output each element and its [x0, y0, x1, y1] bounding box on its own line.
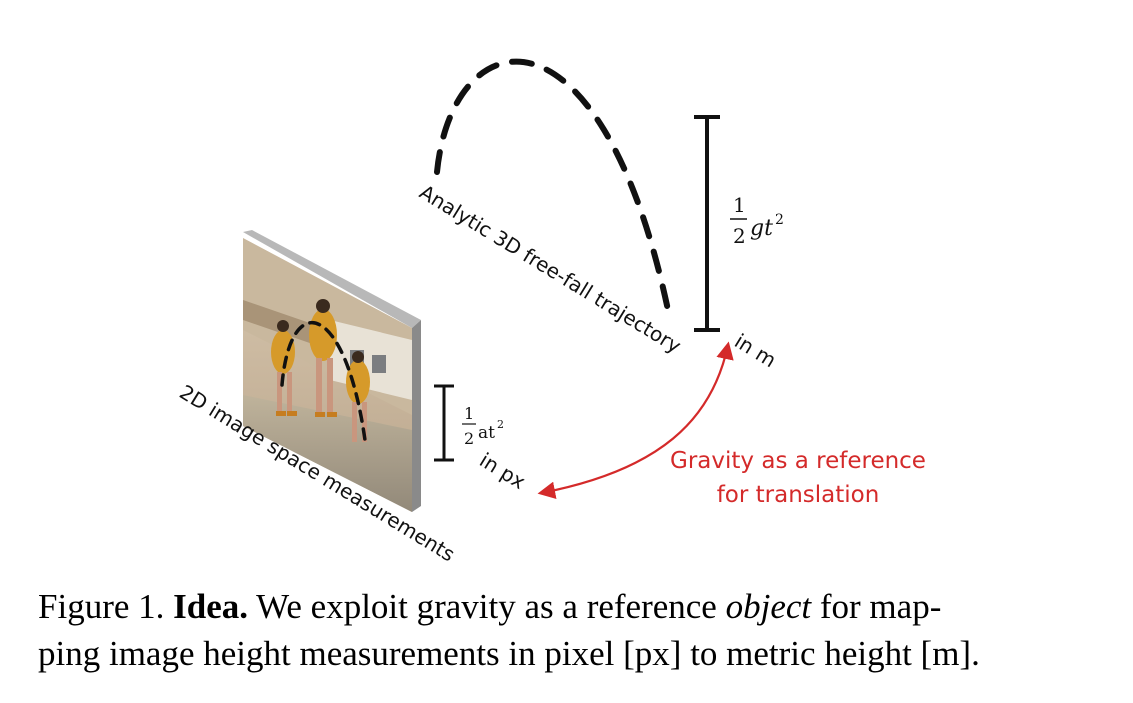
- photo-panel: [243, 230, 421, 512]
- trajectory-2d-curve: [280, 321, 367, 442]
- pixel-formula-exponent: 2: [497, 418, 504, 431]
- figure-caption: Figure 1. Idea. We exploit gravity as a …: [38, 583, 1098, 677]
- metric-height-bar: [694, 115, 720, 332]
- caption-text-2: for map-: [819, 587, 942, 626]
- pixel-height-bar: [434, 384, 454, 462]
- metric-formula: 1 2 gt 2: [730, 193, 784, 248]
- caption-italic-word: object: [725, 587, 812, 626]
- gravity-reference-arrow: [537, 341, 734, 499]
- pixel-formula-numerator: 1: [464, 404, 474, 423]
- gravity-annotation-line-1: Gravity as a reference: [670, 448, 926, 474]
- trajectory-label: Analytic 3D free-fall trajectory: [415, 180, 685, 358]
- figure-diagram: 1 2 gt 2 Analytic 3D free-fall trajector…: [175, 58, 926, 566]
- caption-text-1: We exploit gravity as a reference: [256, 587, 717, 626]
- pixel-unit-label: in px: [475, 448, 530, 494]
- metric-unit-label: in m: [730, 329, 780, 372]
- metric-formula-exponent: 2: [775, 212, 784, 228]
- metric-formula-expression: gt: [750, 216, 773, 241]
- trajectory-3d-curve: [434, 58, 671, 313]
- gravity-annotation-line-2: for translation: [717, 482, 880, 508]
- caption-title: Idea.: [173, 587, 249, 626]
- pixel-formula: 1 2 at 2: [462, 404, 504, 448]
- pixel-formula-expression: at: [478, 423, 495, 443]
- metric-formula-numerator: 1: [733, 193, 746, 217]
- caption-prefix: Figure 1.: [38, 587, 165, 626]
- metric-formula-denominator: 2: [733, 224, 746, 248]
- pixel-formula-denominator: 2: [464, 429, 474, 448]
- caption-text-3: ping image height measurements in pixel …: [38, 634, 980, 673]
